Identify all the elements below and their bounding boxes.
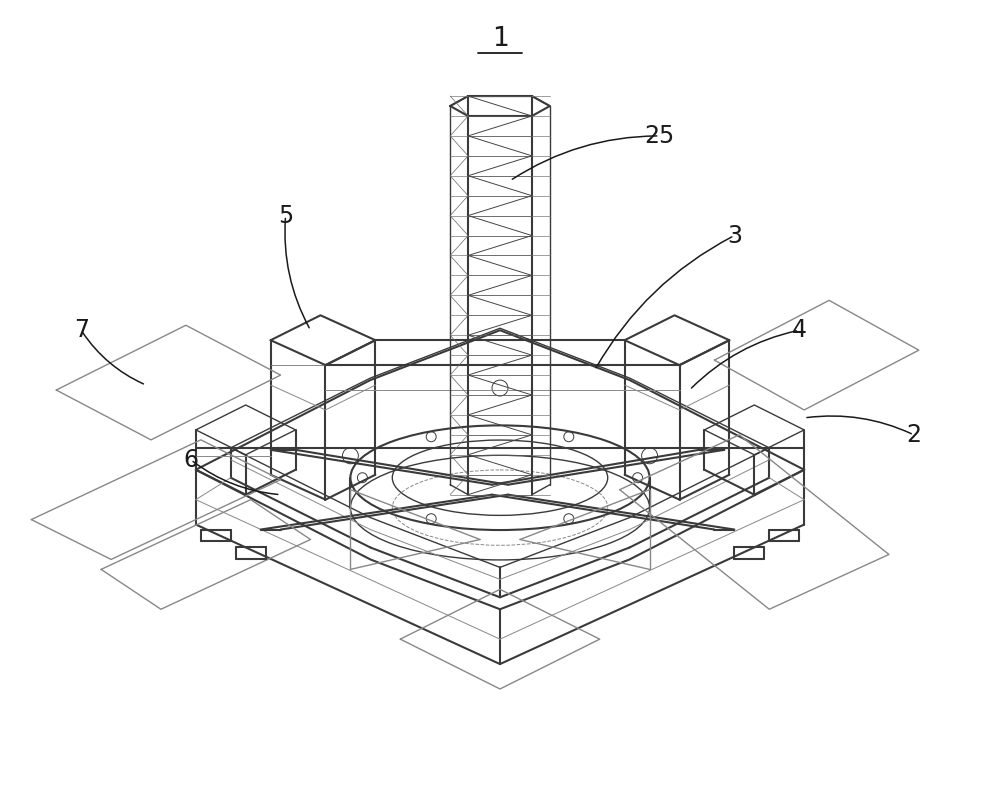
Text: 4: 4 [792,318,807,342]
Text: 3: 3 [727,224,742,248]
Text: 25: 25 [644,124,675,148]
Text: 5: 5 [278,203,293,228]
Text: 7: 7 [74,318,89,342]
Text: 2: 2 [906,423,921,447]
Text: 1: 1 [492,26,508,52]
Text: 6: 6 [183,448,198,472]
